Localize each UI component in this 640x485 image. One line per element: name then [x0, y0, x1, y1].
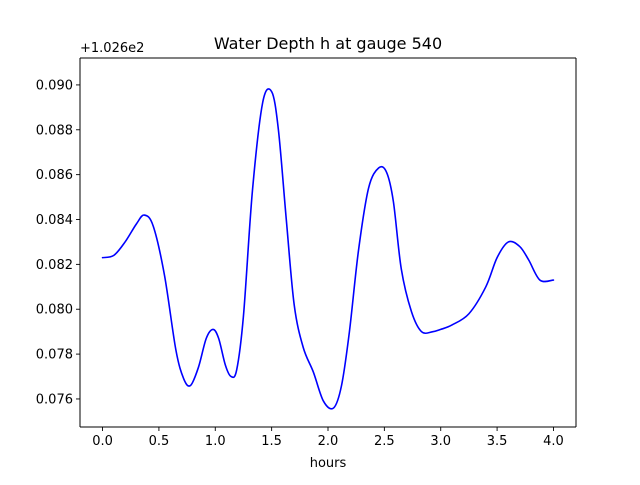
y-tick-label: 0.082 [36, 258, 73, 273]
y-tick-label: 0.084 [36, 213, 73, 228]
series-line-0 [101, 88, 555, 410]
x-tick-label: 1.0 [205, 434, 226, 449]
x-tick-label: 1.5 [261, 434, 282, 449]
y-tick-label: 0.080 [36, 303, 73, 318]
y-tick-label: 0.090 [36, 78, 73, 93]
x-tick-label: 4.0 [543, 434, 564, 449]
plot-area: 0.0 0.5 1.0 1.5 2.0 2.5 3.0 3.5 4.0 0.076 0.078 0.0… [36, 57, 577, 449]
x-tick-label: 2.0 [318, 434, 339, 449]
y-axis-offset-text: +1.026e2 [80, 41, 144, 56]
y-tick-label: 0.078 [36, 348, 73, 363]
y-tick-label: 0.088 [36, 123, 73, 138]
chart-title: Water Depth h at gauge 540 [214, 34, 442, 53]
y-tick-label: 0.086 [36, 168, 73, 183]
x-axis-label: hours [310, 456, 347, 471]
x-tick-label: 0.5 [149, 434, 170, 449]
x-tick-label: 0.0 [92, 434, 113, 449]
x-tick-label: 3.5 [487, 434, 508, 449]
y-tick-label: 0.076 [36, 392, 73, 407]
x-tick-label: 2.5 [374, 434, 395, 449]
x-tick-label: 3.0 [430, 434, 451, 449]
